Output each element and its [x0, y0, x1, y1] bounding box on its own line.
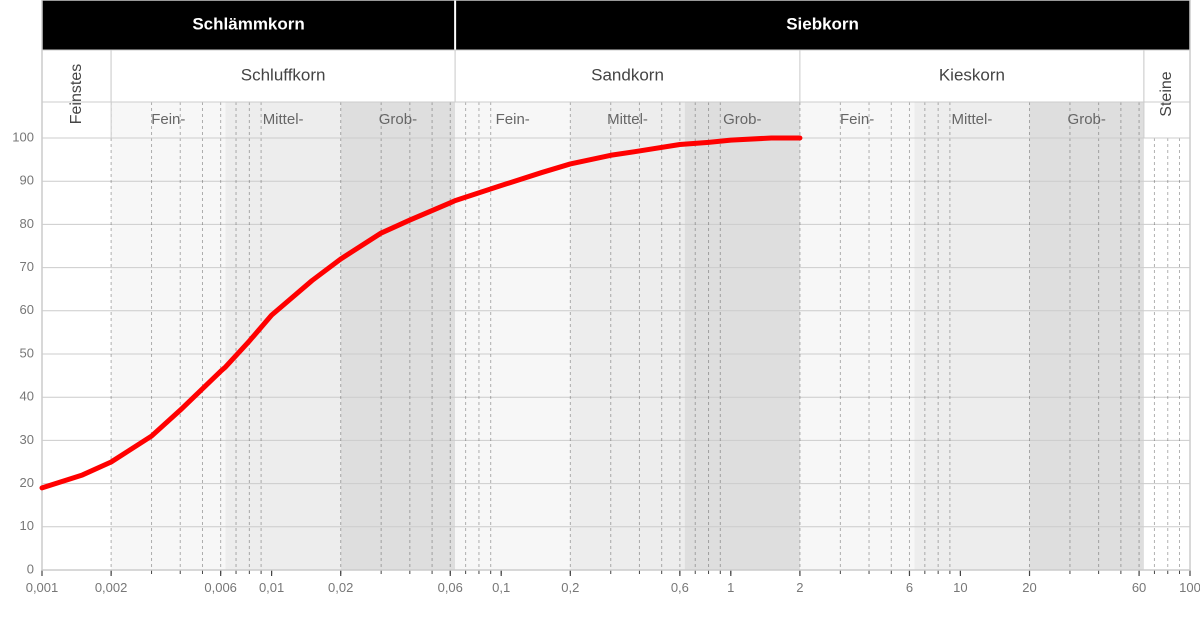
y-tick-label: 10 — [20, 518, 34, 533]
y-tick-label: 20 — [20, 475, 34, 490]
x-tick-label: 6 — [906, 580, 913, 595]
x-tick-label: 0,01 — [259, 580, 284, 595]
band — [914, 102, 1029, 570]
chart-svg: Schlämmkorn Siebkorn Feinstes Schluffkorn Sa… — [0, 0, 1200, 618]
x-tick-label: 0,2 — [561, 580, 579, 595]
band — [42, 102, 111, 570]
header1-label: Schlämmkorn — [192, 14, 304, 33]
x-tick-label: 0,1 — [492, 580, 510, 595]
y-tick-label: 40 — [20, 389, 34, 404]
y-tick-label: 0 — [27, 561, 34, 576]
y-tick-label: 70 — [20, 259, 34, 274]
y-tick-label: 90 — [20, 173, 34, 188]
header2-label: Kieskorn — [939, 65, 1005, 84]
y-tick-label: 80 — [20, 216, 34, 231]
x-tick-label: 0,002 — [95, 580, 128, 595]
x-tick-label: 1 — [727, 580, 734, 595]
x-tick-label: 2 — [796, 580, 803, 595]
header3-label: Grob- — [1068, 111, 1106, 128]
x-tick-label: 0,02 — [328, 580, 353, 595]
header3-label: Grob- — [723, 111, 761, 128]
x-tick-label: 0,06 — [438, 580, 463, 595]
band — [455, 102, 570, 570]
header1-label: Siebkorn — [786, 14, 859, 33]
header3-label: Fein- — [496, 111, 530, 128]
grain-size-chart: Schlämmkorn Siebkorn Feinstes Schluffkorn Sa… — [0, 0, 1200, 618]
header3-label: Grob- — [379, 111, 417, 128]
header2-label: Schluffkorn — [241, 65, 326, 84]
header2-label-vertical: Feinstes — [68, 64, 85, 124]
header3-label: Fein- — [151, 111, 185, 128]
x-tick-label: 0,006 — [204, 580, 237, 595]
x-tick-label: 0,6 — [671, 580, 689, 595]
x-tick-label: 20 — [1022, 580, 1036, 595]
band — [570, 102, 684, 570]
x-tick-label: 60 — [1132, 580, 1146, 595]
header3-label: Mittel- — [263, 111, 304, 128]
header3-label: Fein- — [840, 111, 874, 128]
x-tick-label: 0,001 — [26, 580, 59, 595]
y-tick-label: 30 — [20, 432, 34, 447]
band — [1144, 102, 1190, 570]
header2-label-vertical: Steine — [1158, 71, 1175, 116]
x-tick-label: 10 — [953, 580, 967, 595]
y-tick-label: 60 — [20, 302, 34, 317]
band — [800, 102, 914, 570]
band — [111, 102, 225, 570]
band — [685, 102, 800, 570]
band — [1030, 102, 1144, 570]
header3-label: Mittel- — [952, 111, 993, 128]
header2-label: Sandkorn — [591, 65, 664, 84]
y-tick-label: 100 — [12, 129, 34, 144]
band — [341, 102, 455, 570]
band — [226, 102, 341, 570]
header3-label: Mittel- — [607, 111, 648, 128]
x-tick-label: 100 — [1179, 580, 1200, 595]
y-tick-label: 50 — [20, 345, 34, 360]
